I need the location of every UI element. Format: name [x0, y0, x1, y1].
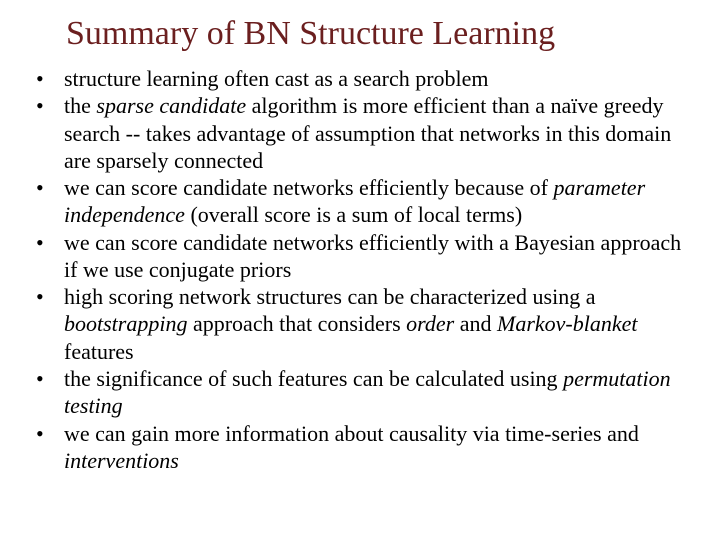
bullet-text: the significance of such features can be… — [64, 365, 686, 420]
list-item: • we can score candidate networks effici… — [34, 174, 686, 229]
list-item: • we can score candidate networks effici… — [34, 229, 686, 284]
slide-title: Summary of BN Structure Learning — [66, 14, 686, 53]
bullet-icon: • — [34, 283, 64, 310]
bullet-icon: • — [34, 174, 64, 201]
bullet-text: we can score candidate networks efficien… — [64, 229, 686, 284]
bullet-icon: • — [34, 365, 64, 392]
bullet-text: structure learning often cast as a searc… — [64, 65, 686, 92]
bullet-text: the sparse candidate algorithm is more e… — [64, 92, 686, 174]
list-item: • we can gain more information about cau… — [34, 420, 686, 475]
list-item: • the significance of such features can … — [34, 365, 686, 420]
bullet-icon: • — [34, 92, 64, 119]
list-item: • structure learning often cast as a sea… — [34, 65, 686, 92]
bullet-list: • structure learning often cast as a sea… — [34, 65, 686, 474]
list-item: • high scoring network structures can be… — [34, 283, 686, 365]
bullet-icon: • — [34, 420, 64, 447]
bullet-text: we can score candidate networks efficien… — [64, 174, 686, 229]
bullet-text: high scoring network structures can be c… — [64, 283, 686, 365]
bullet-text: we can gain more information about causa… — [64, 420, 686, 475]
bullet-icon: • — [34, 229, 64, 256]
list-item: • the sparse candidate algorithm is more… — [34, 92, 686, 174]
bullet-icon: • — [34, 65, 64, 92]
slide: Summary of BN Structure Learning • struc… — [0, 0, 720, 540]
